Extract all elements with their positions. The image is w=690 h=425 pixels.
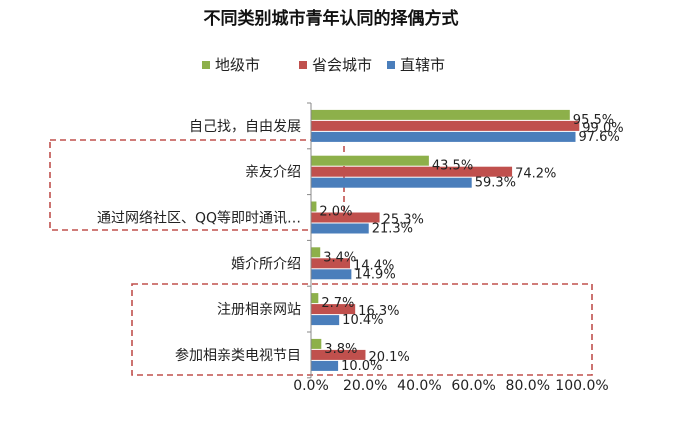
bar-1-0	[311, 155, 429, 166]
bar-3-1	[311, 258, 351, 269]
legend-label-2: 直辖市	[400, 56, 445, 74]
data-label-3-1: 14.4%	[353, 258, 394, 273]
bar-1-1	[311, 166, 513, 177]
data-label-1-2: 59.3%	[475, 176, 516, 191]
data-label-4-2: 10.4%	[342, 313, 383, 328]
data-label-2-0: 2.0%	[319, 205, 352, 220]
x-tick-label-5: 100.0%	[555, 378, 608, 394]
data-label-5-1: 20.1%	[368, 350, 409, 365]
data-label-2-2: 21.3%	[372, 222, 413, 237]
x-tick-label-1: 20.0%	[343, 378, 387, 394]
bar-0-2	[311, 131, 576, 142]
bar-2-0	[311, 201, 317, 212]
bar-4-2	[311, 315, 340, 326]
highlight-box-1	[131, 283, 593, 376]
legend-label-0: 地级市	[215, 56, 260, 74]
bar-3-2	[311, 269, 352, 280]
data-label-3-0: 3.4%	[323, 250, 356, 265]
highlight-boxes	[49, 139, 593, 376]
category-label-3: 婚介所介绍	[231, 256, 301, 272]
bar-0-0	[311, 109, 570, 120]
category-label-0: 自己找，自由发展	[189, 119, 301, 135]
bar-2-1	[311, 212, 380, 223]
bar-4-1	[311, 304, 356, 315]
bars	[311, 109, 580, 371]
data-label-5-2: 10.0%	[341, 359, 382, 374]
data-label-5-0: 3.8%	[324, 342, 357, 357]
x-tick-label-4: 80.0%	[506, 378, 550, 394]
data-labels: 95.5%99.0%97.6%43.5%74.2%59.3%2.0%25.3%2…	[319, 113, 623, 374]
x-tick-labels: 0.0% 20.0% 40.0% 60.0% 80.0% 100.0%	[293, 378, 608, 394]
legend-swatch-0	[202, 61, 210, 69]
bar-5-0	[311, 338, 322, 349]
category-label-1: 亲友介绍	[245, 165, 301, 181]
category-label-2: 通过网络社区、QQ等即时通讯…	[97, 210, 301, 227]
data-label-0-2: 97.6%	[578, 130, 619, 145]
category-label-5: 参加相亲类电视节目	[175, 347, 301, 364]
highlight-box-0	[49, 139, 345, 231]
data-label-4-1: 16.3%	[358, 304, 399, 319]
bar-1-2	[311, 177, 472, 188]
bar-4-0	[311, 293, 319, 304]
bar-5-1	[311, 349, 366, 360]
data-label-2-1: 25.3%	[383, 213, 424, 228]
legend-swatch-1	[299, 61, 307, 69]
bar-3-0	[311, 247, 321, 258]
x-tick-label-0: 0.0%	[293, 378, 329, 394]
x-tick-label-3: 60.0%	[451, 378, 495, 394]
chart-title: 不同类别城市青年认同的择偶方式	[204, 8, 459, 29]
axis	[307, 102, 312, 379]
x-tick-label-2: 40.0%	[397, 378, 441, 394]
bar-2-2	[311, 223, 369, 234]
bar-5-2	[311, 360, 339, 371]
bar-0-1	[311, 120, 580, 131]
legend-swatch-2	[387, 61, 395, 69]
data-label-0-0: 95.5%	[573, 113, 614, 128]
data-label-0-1: 99.0%	[582, 121, 623, 136]
category-label-4: 注册相亲网站	[217, 302, 301, 318]
data-label-1-0: 43.5%	[432, 159, 473, 174]
legend-label-1: 省会城市	[312, 56, 372, 74]
data-label-3-2: 14.9%	[354, 267, 395, 282]
data-label-4-0: 2.7%	[321, 296, 354, 311]
legend: 地级市 省会城市 直辖市	[202, 56, 445, 74]
data-label-1-1: 74.2%	[515, 167, 556, 182]
